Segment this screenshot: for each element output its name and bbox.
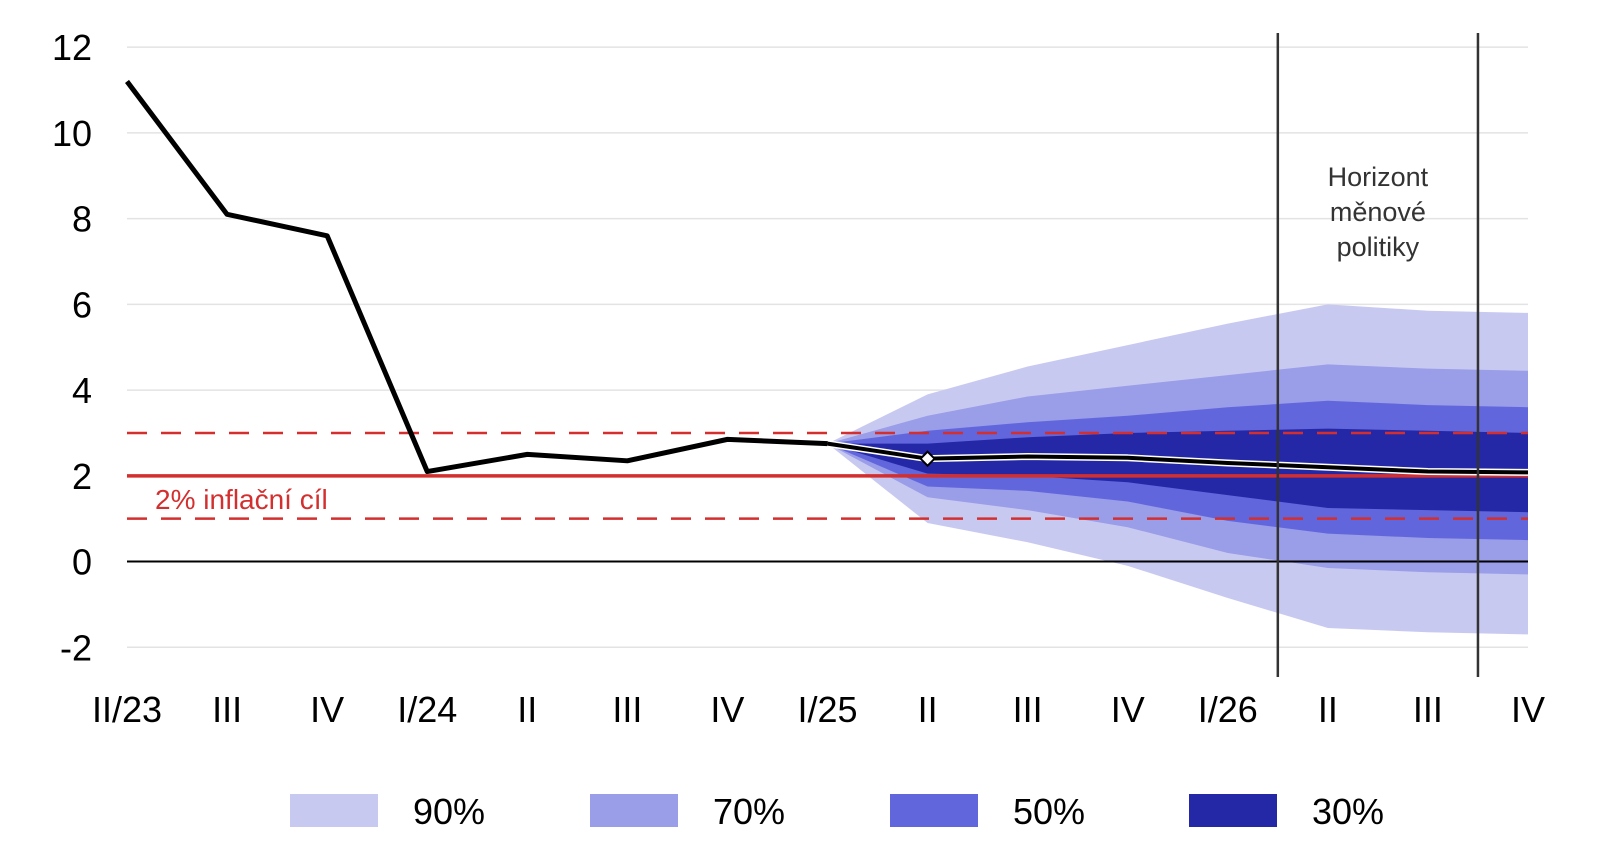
x-tick-label: III <box>612 689 642 730</box>
y-tick-label: 8 <box>72 199 92 240</box>
inflation-history-line <box>125 79 928 475</box>
x-tick-label: IV <box>710 689 744 730</box>
legend-label: 90% <box>413 791 485 832</box>
policy-horizon-label: Horizont <box>1328 162 1429 192</box>
target-label: 2% inflační cíl <box>155 484 328 515</box>
x-tick-label: II <box>517 689 537 730</box>
y-tick-label: 4 <box>72 370 92 411</box>
fan-bands <box>827 304 1528 635</box>
inflation-forecast-line <box>827 441 1529 475</box>
inflation-line-layer <box>125 79 1529 476</box>
reference-lines <box>127 431 1528 520</box>
legend-label: 70% <box>713 791 785 832</box>
forecast-start-marker <box>919 450 936 468</box>
y-tick-label: 10 <box>52 113 92 154</box>
x-tick-label: IV <box>1111 689 1145 730</box>
y-tick-label: 0 <box>72 542 92 583</box>
y-tick-label: -2 <box>60 627 92 668</box>
x-tick-label: I/25 <box>797 689 857 730</box>
fan-band-30pct <box>827 428 1528 513</box>
y-tick-label: 2 <box>72 456 92 497</box>
x-tick-label: II <box>918 689 938 730</box>
legend-label: 30% <box>1312 791 1384 832</box>
x-tick-label: III <box>1013 689 1043 730</box>
annotations: 2% inflační cíl Horizont měnové politiky <box>155 33 1480 677</box>
legend-swatch-50pct <box>890 794 978 827</box>
x-tick-label: II <box>1318 689 1338 730</box>
x-tick-label: III <box>1413 689 1443 730</box>
x-tick-label: II/23 <box>92 689 162 730</box>
legend-swatch-70pct <box>590 794 678 827</box>
legend: 90% 70% 50% 30% <box>290 791 1384 832</box>
y-tick-label: 6 <box>72 284 92 325</box>
legend-swatch-90pct <box>290 794 378 827</box>
policy-horizon-label: politiky <box>1337 232 1420 262</box>
legend-swatch-30pct <box>1189 794 1277 827</box>
y-tick-label: 12 <box>52 27 92 68</box>
legend-label: 50% <box>1013 791 1085 832</box>
x-tick-label: IV <box>1511 689 1545 730</box>
x-tick-label: III <box>212 689 242 730</box>
x-tick-label: IV <box>310 689 344 730</box>
policy-horizon-label: měnové <box>1330 197 1426 227</box>
x-tick-label: I/24 <box>397 689 457 730</box>
x-tick-label: I/26 <box>1198 689 1258 730</box>
